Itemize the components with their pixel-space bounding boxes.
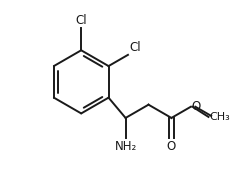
Text: Cl: Cl [76,14,87,27]
Text: CH₃: CH₃ [210,112,230,122]
Text: NH₂: NH₂ [114,140,137,153]
Text: Cl: Cl [129,41,140,54]
Text: O: O [167,140,176,153]
Text: O: O [192,100,201,113]
